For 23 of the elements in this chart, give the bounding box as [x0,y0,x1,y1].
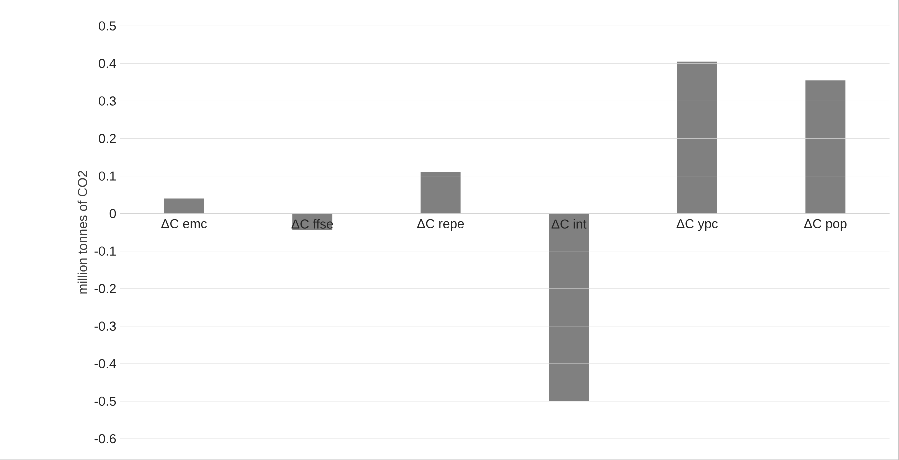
bar [549,214,590,402]
y-tick-label: 0.4 [99,59,116,68]
x-tick-label: ΔC ypc [676,219,718,232]
y-tick-label: -0.3 [94,322,116,331]
y-tick-label: 0 [110,209,116,218]
bar [806,80,846,214]
x-tick-label: ΔC repe [417,219,464,232]
y-tick-label: 0.5 [99,21,116,31]
x-tick-label: ΔC emc [162,219,208,228]
y-tick-label: -0.4 [94,359,116,368]
bar [164,198,204,214]
y-tick-label: -0.5 [94,396,116,406]
y-tick-label: -0.1 [94,246,116,256]
y-tick-label: -0.2 [94,284,116,294]
y-tick-label: -0.6 [94,434,116,444]
y-tick-label: 0.2 [99,134,116,144]
bar [420,172,461,214]
y-tick-label: 0.1 [99,172,116,181]
y-tick-label: 0.3 [99,96,116,106]
x-tick-label: ΔC int [552,219,587,229]
bar [677,62,718,214]
x-tick-label: ΔC pop [804,219,847,232]
y-axis-title: million tonnes of CO2 [78,171,88,294]
